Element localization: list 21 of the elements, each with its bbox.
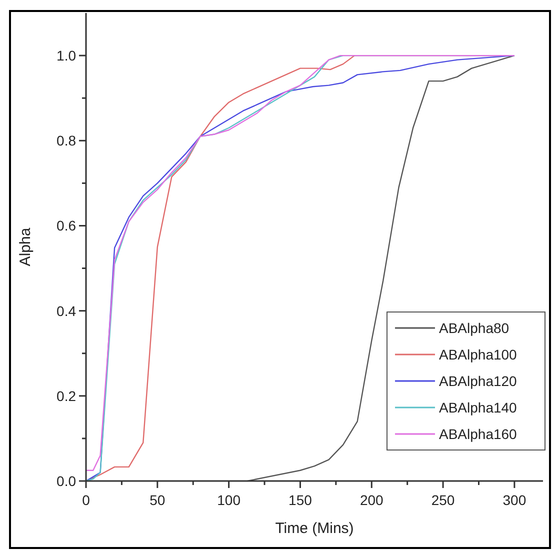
y-axis-title: Alpha	[17, 227, 34, 266]
y-tick-label: 0.0	[56, 473, 76, 489]
y-tick-label: 0.8	[56, 132, 76, 149]
y-tick-label: 0.2	[56, 388, 76, 404]
x-tick-label: 200	[360, 492, 384, 508]
x-tick-label: 0	[82, 492, 90, 508]
legend-label: ABAlpha140	[439, 400, 518, 416]
x-tick-label: 300	[502, 492, 526, 508]
x-tick-label: 50	[150, 492, 166, 508]
legend-label: ABAlpha120	[439, 373, 518, 389]
y-tick-label: 0.4	[56, 302, 76, 319]
line-series	[246, 54, 516, 482]
x-tick-label: 100	[217, 492, 241, 508]
x-tick-label: 150	[288, 492, 312, 508]
legend-label: ABAlpha100	[439, 346, 518, 362]
legend-label: ABAlpha80	[439, 320, 510, 336]
x-axis-title: Time (Mins)	[275, 520, 354, 537]
y-tick-label: 1.0	[56, 48, 76, 64]
y-tick-label: 0.6	[56, 218, 76, 234]
legend-label: ABAlpha160	[439, 426, 518, 442]
x-tick-label: 250	[431, 492, 455, 508]
